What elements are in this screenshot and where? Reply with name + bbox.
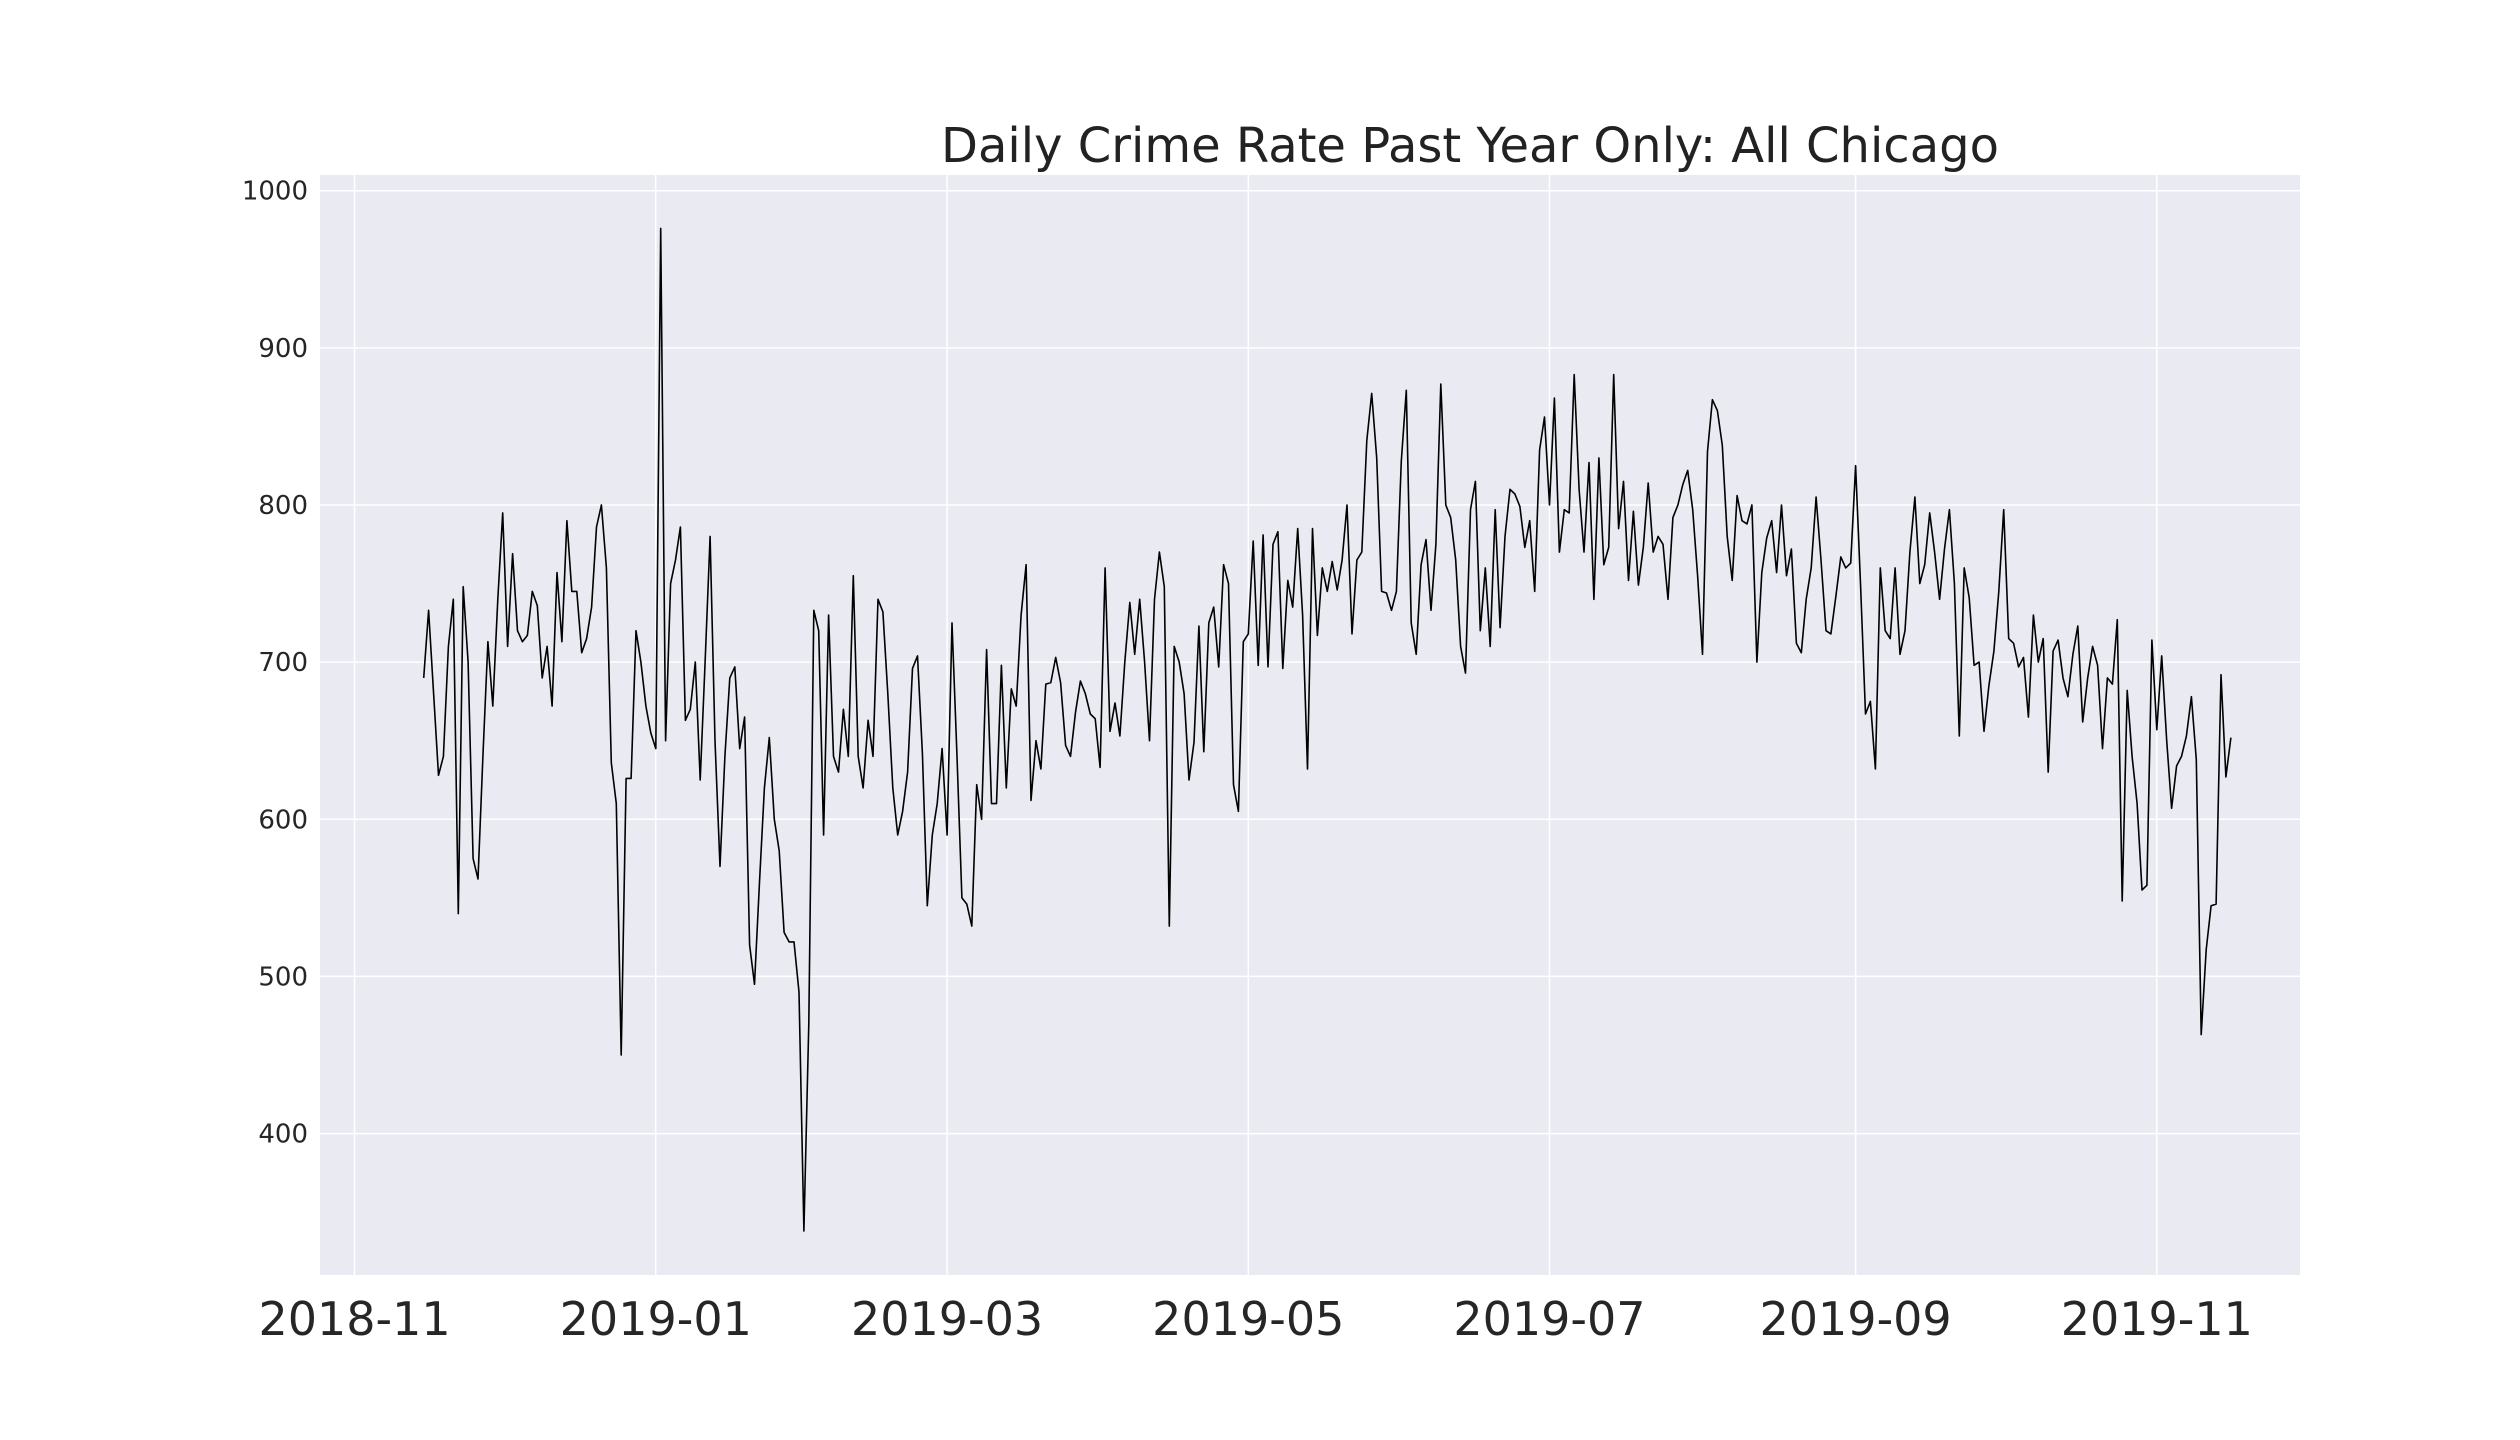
plot-area — [320, 175, 2300, 1275]
x-tick-label: 2019-07 — [1453, 1292, 1645, 1346]
y-tick-label: 700 — [258, 648, 308, 678]
y-tick-label: 500 — [258, 962, 308, 992]
grid-lines — [320, 175, 2300, 1275]
series-line — [422, 227, 2232, 1232]
x-tick-label: 2019-03 — [851, 1292, 1043, 1346]
y-tick-label: 400 — [258, 1120, 308, 1150]
x-tick-label: 2019-11 — [2061, 1292, 2253, 1346]
x-tick-label: 2019-05 — [1152, 1292, 1344, 1346]
x-tick-label: 2018-11 — [258, 1292, 450, 1346]
y-tick-label: 800 — [258, 491, 308, 521]
tick-labels: 400 500 600 700 800 900 1000 2018-11 2019-01 2019… — [242, 177, 2253, 1346]
y-tick-label: 1000 — [242, 177, 308, 207]
x-tick-label: 2019-01 — [560, 1292, 752, 1346]
chart-title: Daily Crime Rate Past Year Only: All Chi… — [941, 118, 1999, 174]
y-tick-label: 600 — [258, 805, 308, 835]
x-tick-label: 2019-09 — [1760, 1292, 1952, 1346]
y-tick-label: 900 — [258, 334, 308, 364]
